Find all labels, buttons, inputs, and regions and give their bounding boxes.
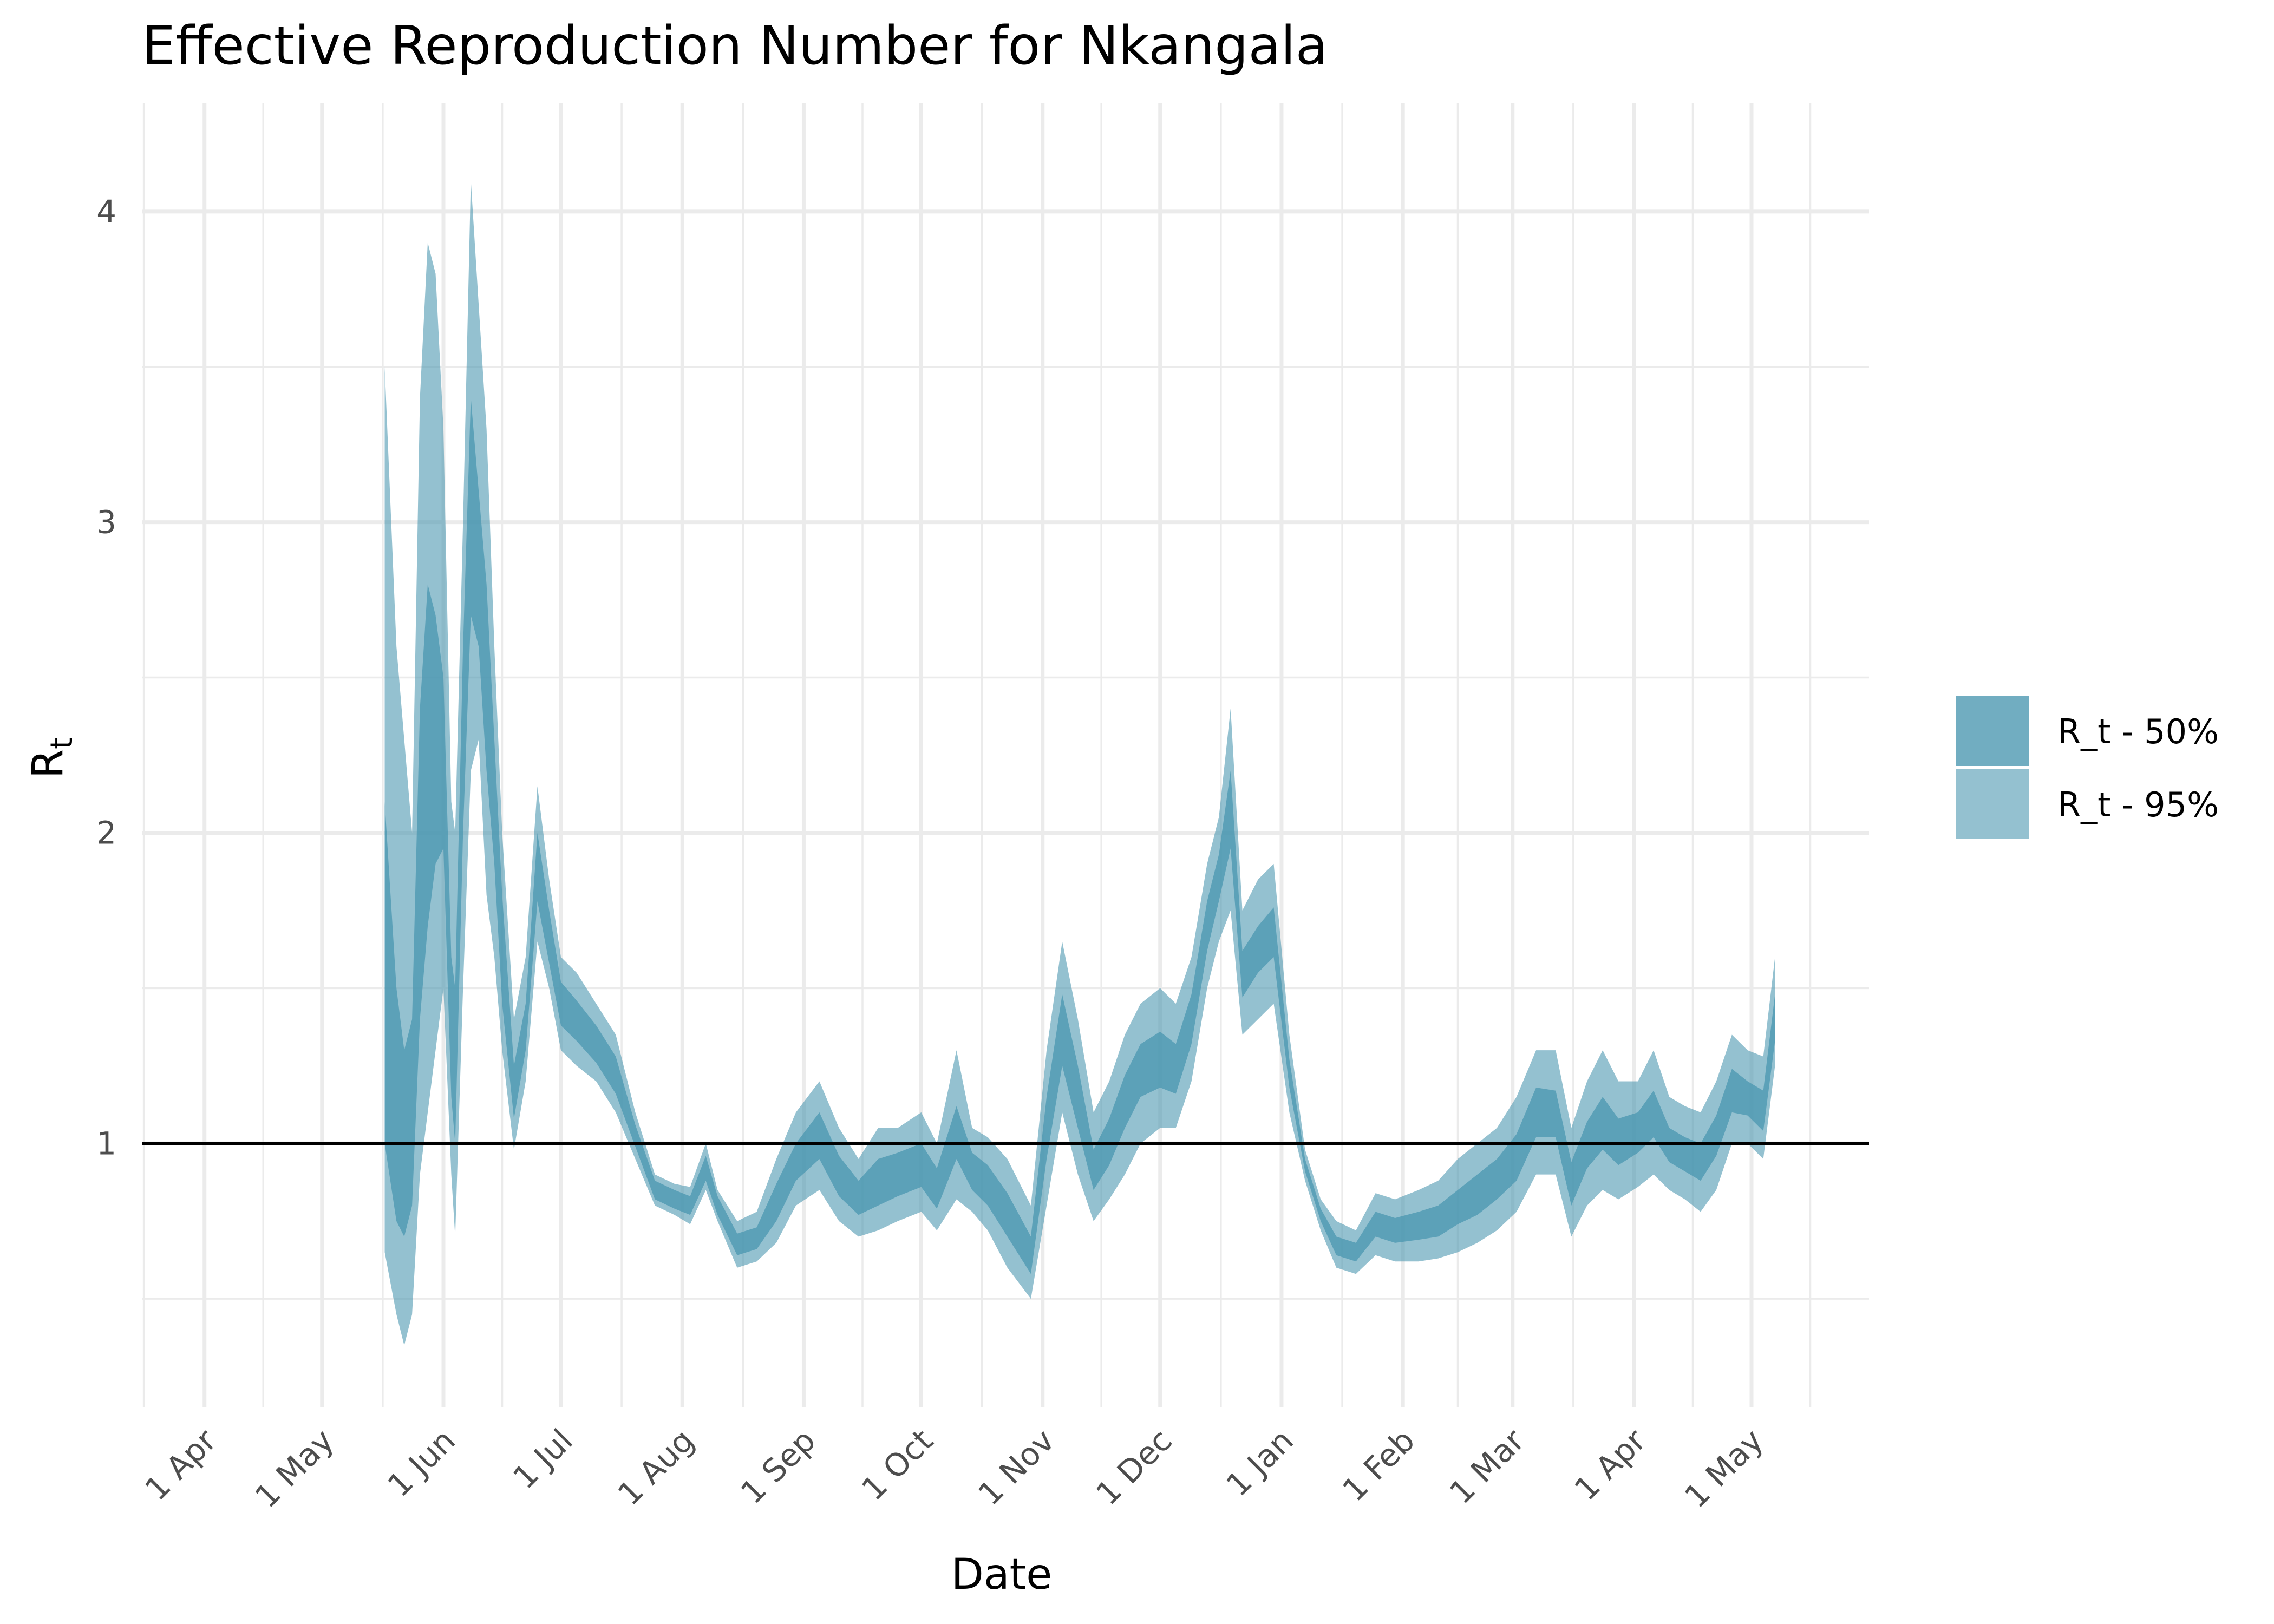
- legend-key: [1956, 696, 2029, 766]
- chart-title: Effective Reproduction Number for Nkanga…: [142, 15, 1328, 77]
- y-tick-label: 4: [96, 193, 116, 230]
- band-50: [384, 398, 1775, 1274]
- legend: R_t - 50% R_t - 95%: [1956, 696, 2219, 839]
- y-axis-title-main: R: [24, 749, 73, 778]
- bands: [384, 180, 1775, 1346]
- y-axis-title-subscript: t: [44, 737, 80, 749]
- x-axis-title: Date: [951, 1550, 1052, 1599]
- legend-label: R_t - 95%: [2057, 785, 2219, 824]
- y-axis-title: Rt: [24, 737, 80, 778]
- legend-label: R_t - 50%: [2057, 712, 2219, 751]
- legend-key: [1956, 769, 2029, 839]
- y-tick-labels: 1 2 3 4: [96, 193, 116, 1162]
- y-tick-label: 1: [96, 1125, 116, 1162]
- y-tick-label: 2: [96, 814, 116, 851]
- y-tick-label: 3: [96, 504, 116, 541]
